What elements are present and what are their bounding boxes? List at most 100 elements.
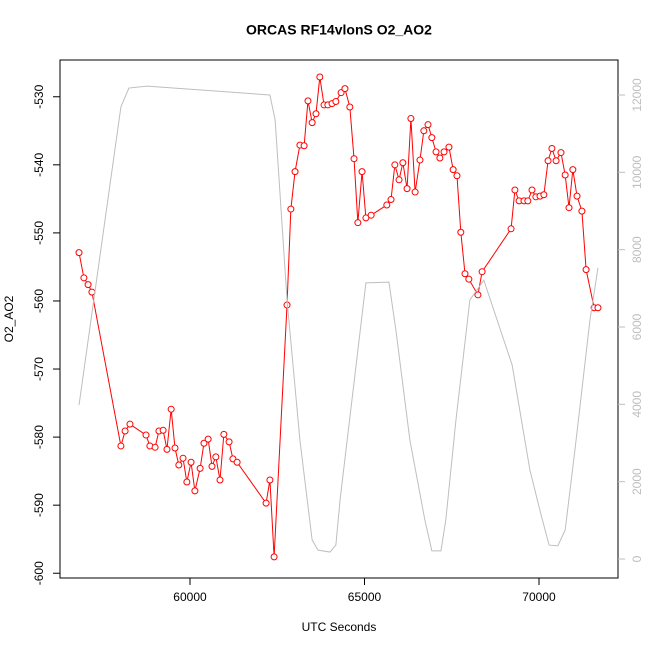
data-point <box>121 427 129 435</box>
y2-tick-label: 2000 <box>630 468 644 495</box>
data-point <box>175 461 183 469</box>
x-axis-label: UTC Seconds <box>302 620 377 634</box>
y2-tick-label: 12000 <box>630 78 644 112</box>
data-point <box>557 149 565 157</box>
data-point <box>220 430 228 438</box>
y-tick-label: -590 <box>32 493 46 517</box>
data-point <box>565 204 573 212</box>
y-tick-label: -550 <box>32 221 46 245</box>
y-axis-label: O2_AO2 <box>2 295 16 342</box>
data-point <box>167 405 175 413</box>
data-point <box>179 454 187 462</box>
data-point <box>432 148 440 156</box>
data-point <box>262 499 270 507</box>
data-point <box>582 266 590 274</box>
y2-tick-label: 4000 <box>630 391 644 418</box>
data-point <box>159 426 167 434</box>
y-tick-label: -560 <box>32 289 46 313</box>
y-tick-label: -570 <box>32 357 46 381</box>
data-point <box>183 478 191 486</box>
data-point <box>191 487 199 495</box>
data-point <box>569 166 577 174</box>
y-tick-label: -580 <box>32 425 46 449</box>
data-point <box>358 168 366 176</box>
data-point <box>445 143 453 151</box>
data-point <box>304 97 312 105</box>
x-tick-label: 60000 <box>173 590 207 604</box>
data-point <box>204 435 212 443</box>
data-point <box>341 85 349 93</box>
data-point <box>399 159 407 167</box>
data-point <box>544 157 552 165</box>
data-point <box>266 476 274 484</box>
data-point <box>84 281 92 289</box>
data-point <box>449 166 457 174</box>
data-point <box>362 214 370 222</box>
data-point <box>428 134 436 142</box>
data-point <box>88 288 96 296</box>
data-point <box>453 172 461 180</box>
data-point <box>212 453 220 461</box>
data-point <box>75 249 83 257</box>
data-point <box>287 205 295 213</box>
data-point <box>420 127 428 135</box>
y2-tick-label: 8000 <box>630 236 644 263</box>
data-point <box>573 192 581 200</box>
data-point <box>578 207 586 215</box>
data-point <box>403 185 411 193</box>
series-line <box>78 85 599 553</box>
data-point <box>395 176 403 184</box>
y2-tick-label: 6000 <box>630 313 644 340</box>
data-point <box>457 228 465 236</box>
data-point <box>524 197 532 205</box>
data-point <box>552 157 560 165</box>
x-tick-label: 65000 <box>348 590 382 604</box>
data-point <box>383 201 391 209</box>
data-point <box>416 156 424 164</box>
data-point <box>511 186 519 194</box>
y-tick-label: -600 <box>32 561 46 585</box>
data-point <box>200 439 208 447</box>
data-point <box>316 73 324 81</box>
data-point <box>407 115 415 123</box>
data-point <box>312 110 320 118</box>
data-point <box>151 443 159 451</box>
data-point <box>594 304 602 312</box>
y-tick-label: -540 <box>32 152 46 176</box>
chart-title: ORCAS RF14vlonS O2_AO2 <box>246 22 432 38</box>
data-point <box>171 444 179 452</box>
data-point <box>291 168 299 176</box>
x-tick-label: 70000 <box>522 590 556 604</box>
data-point <box>440 148 448 156</box>
data-point <box>561 171 569 179</box>
data-point <box>163 445 171 453</box>
data-point <box>387 196 395 204</box>
data-point <box>142 431 150 439</box>
data-point <box>461 270 469 278</box>
series-line <box>78 76 598 557</box>
data-point <box>350 155 358 163</box>
data-point <box>478 268 486 276</box>
y2-tick-label: 10000 <box>630 155 644 189</box>
data-point <box>308 119 316 127</box>
data-point <box>528 186 536 194</box>
data-point <box>300 142 308 150</box>
data-point <box>507 225 515 233</box>
data-point <box>391 161 399 169</box>
data-point <box>117 442 125 450</box>
data-point <box>424 121 432 129</box>
data-point <box>216 476 224 484</box>
data-point <box>367 211 375 219</box>
data-point <box>436 154 444 162</box>
data-point <box>187 458 195 466</box>
data-point <box>233 458 241 466</box>
y2-tick-label: 0 <box>630 555 644 562</box>
data-point <box>332 98 340 106</box>
data-point <box>80 274 88 282</box>
data-point <box>411 188 419 196</box>
y-tick-label: -530 <box>32 84 46 108</box>
data-point <box>196 464 204 472</box>
data-point <box>548 144 556 152</box>
